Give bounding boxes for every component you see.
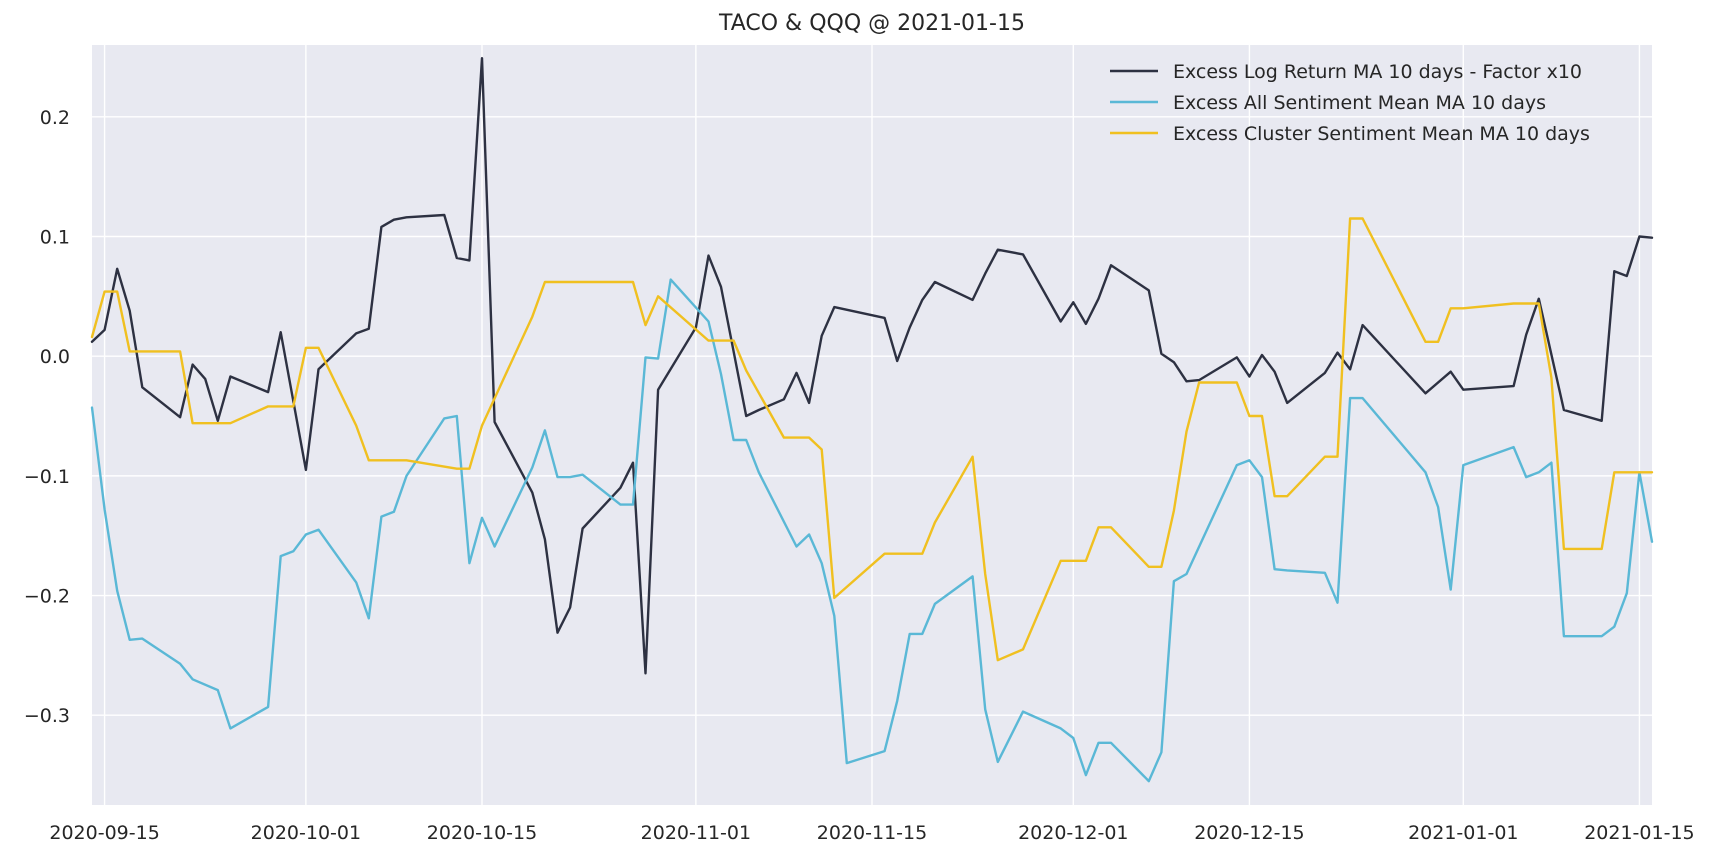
x-tick-label: 2020-11-01 bbox=[641, 822, 751, 844]
series-line-2 bbox=[90, 278, 1654, 783]
series-lines bbox=[90, 57, 1654, 783]
legend-label: Excess Log Return MA 10 days - Factor x1… bbox=[1173, 61, 1582, 83]
legend: Excess Log Return MA 10 days - Factor x1… bbox=[1110, 61, 1590, 145]
series-line-3 bbox=[90, 217, 1654, 662]
x-tick-label: 2020-12-15 bbox=[1194, 822, 1304, 844]
y-tick-label: −0.1 bbox=[24, 466, 70, 488]
legend-label: Excess Cluster Sentiment Mean MA 10 days bbox=[1173, 123, 1590, 145]
x-tick-label: 2020-12-01 bbox=[1018, 822, 1128, 844]
x-tick-label: 2020-11-15 bbox=[817, 822, 927, 844]
chart-title: TACO & QQQ @ 2021-01-15 bbox=[718, 11, 1025, 36]
legend-label: Excess All Sentiment Mean MA 10 days bbox=[1173, 92, 1546, 114]
y-tick-label: −0.3 bbox=[24, 705, 70, 727]
y-tick-label: 0.1 bbox=[40, 226, 70, 248]
x-tick-label: 2020-10-15 bbox=[427, 822, 537, 844]
x-axis-ticks: 2020-09-15 2020-10-01 2020-10-15 2020-11-01… bbox=[49, 822, 1694, 844]
y-tick-label: 0.0 bbox=[40, 346, 70, 368]
y-axis-ticks: 0.2 0.1 0.0 −0.1 −0.2 −0.3 bbox=[24, 107, 70, 727]
x-tick-label: 2020-09-15 bbox=[49, 822, 159, 844]
x-tick-label: 2020-10-01 bbox=[251, 822, 361, 844]
x-tick-label: 2021-01-01 bbox=[1408, 822, 1518, 844]
grid bbox=[92, 45, 1652, 805]
x-tick-label: 2021-01-15 bbox=[1584, 822, 1694, 844]
y-tick-label: −0.2 bbox=[24, 586, 70, 608]
y-tick-label: 0.2 bbox=[40, 107, 70, 129]
